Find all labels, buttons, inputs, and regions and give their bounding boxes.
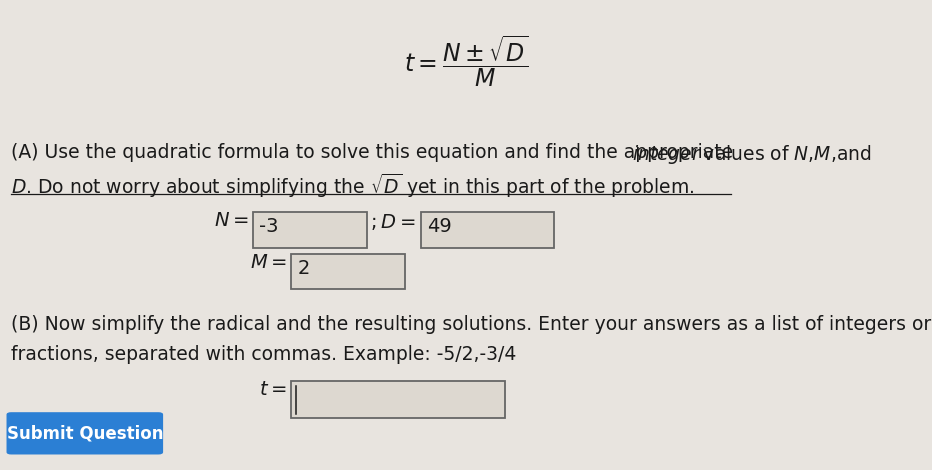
Text: 2: 2 bbox=[297, 258, 309, 277]
Text: $M =$: $M =$ bbox=[250, 254, 287, 272]
Text: $N =$: $N =$ bbox=[214, 212, 249, 230]
Text: $; D =$: $; D =$ bbox=[370, 212, 416, 233]
Text: (A) Use the quadratic formula to solve this equation and find the appropriate: (A) Use the quadratic formula to solve t… bbox=[11, 143, 739, 162]
FancyBboxPatch shape bbox=[7, 412, 163, 454]
Text: $t =$: $t =$ bbox=[259, 381, 287, 399]
FancyBboxPatch shape bbox=[421, 212, 554, 248]
FancyBboxPatch shape bbox=[291, 381, 505, 418]
Text: (B) Now simplify the radical and the resulting solutions. Enter your answers as : (B) Now simplify the radical and the res… bbox=[11, 315, 932, 334]
Text: $\mathit{integer}$: $\mathit{integer}$ bbox=[632, 143, 702, 166]
Text: -3: -3 bbox=[259, 217, 279, 236]
FancyBboxPatch shape bbox=[291, 254, 405, 289]
Text: Submit Question: Submit Question bbox=[7, 424, 163, 442]
FancyBboxPatch shape bbox=[253, 212, 367, 248]
Text: $t = \dfrac{N \pm \sqrt{D}}{M}$: $t = \dfrac{N \pm \sqrt{D}}{M}$ bbox=[404, 33, 528, 89]
Text: fractions, separated with commas. Example: -5/2,-3/4: fractions, separated with commas. Exampl… bbox=[11, 345, 516, 364]
Text: 49: 49 bbox=[427, 217, 452, 236]
Text: values of $\mathit{N}$,$\mathit{M}$,and: values of $\mathit{N}$,$\mathit{M}$,and bbox=[697, 143, 871, 164]
Text: $\mathit{D}$. Do not worry about simplifying the $\sqrt{D}$ yet in this part of : $\mathit{D}$. Do not worry about simplif… bbox=[11, 172, 694, 200]
